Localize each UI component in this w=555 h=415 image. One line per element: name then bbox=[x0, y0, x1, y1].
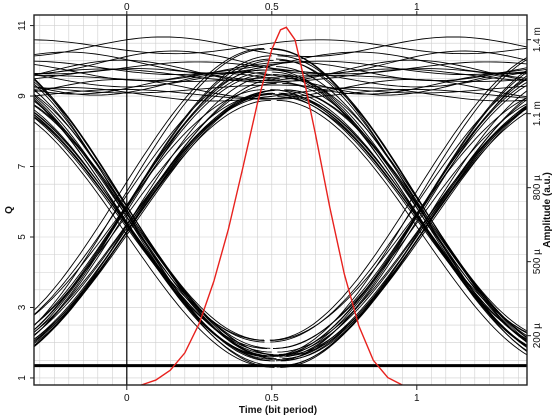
plot-frame bbox=[33, 14, 528, 386]
q-factor-series bbox=[141, 26, 403, 386]
y-tick-label-left: 7 bbox=[17, 163, 28, 169]
x-tick-label-bottom: 1 bbox=[414, 393, 420, 404]
x-tick-label-top: 0.5 bbox=[265, 2, 279, 13]
eye-rail-trace bbox=[34, 51, 527, 74]
axes bbox=[30, 11, 531, 390]
eye-trace bbox=[270, 89, 527, 333]
eye-rail-trace bbox=[34, 59, 527, 84]
y-tick-label-left: 5 bbox=[17, 234, 28, 240]
eye-rail-trace bbox=[34, 61, 527, 82]
y-tick-label-left: 11 bbox=[17, 20, 28, 31]
y-tick-label-left: 1 bbox=[17, 375, 28, 381]
eye-trace bbox=[282, 82, 527, 343]
x-tick-label-bottom: 0 bbox=[124, 393, 130, 404]
eye-trace bbox=[269, 47, 527, 332]
y-tick-label-right: 1.4 m bbox=[532, 27, 543, 52]
eye-trace bbox=[276, 99, 527, 356]
eye-rail-trace bbox=[34, 50, 527, 75]
y-tick-label-left: 9 bbox=[17, 93, 28, 99]
y-tick-label-left: 3 bbox=[17, 304, 28, 310]
x-tick-label-bottom: 0.5 bbox=[265, 393, 279, 404]
x-tick-label-top: 1 bbox=[414, 2, 420, 13]
q-factor-line bbox=[141, 26, 403, 386]
eye-rail-trace bbox=[34, 71, 527, 96]
y-axis-left-label: Q bbox=[4, 206, 15, 214]
y-tick-label-right: 200 µ bbox=[532, 323, 543, 348]
y-tick-label-right: 800 µ bbox=[532, 175, 543, 200]
y-tick-label-right: 1.1 m bbox=[532, 101, 543, 126]
x-axis-label: Time (bit period) bbox=[239, 405, 317, 415]
x-tick-label-top: 0 bbox=[124, 2, 130, 13]
eye-trace bbox=[34, 77, 265, 341]
eye-traces bbox=[34, 15, 527, 385]
eye-trace bbox=[277, 55, 527, 343]
y-tick-label-right: 500 µ bbox=[532, 249, 543, 274]
eye-trace bbox=[34, 100, 277, 360]
eye-rail-trace bbox=[34, 88, 527, 100]
eye-trace bbox=[34, 114, 265, 341]
eye-trace bbox=[34, 121, 271, 368]
y-axis-right-label: Amplitude (a.u.) bbox=[542, 172, 553, 248]
eye-rail-trace bbox=[34, 39, 527, 55]
eye-rail-trace bbox=[34, 61, 527, 75]
eye-rail-trace bbox=[34, 87, 527, 102]
eye-rail-trace bbox=[34, 84, 527, 94]
eye-rail-trace bbox=[34, 36, 527, 57]
